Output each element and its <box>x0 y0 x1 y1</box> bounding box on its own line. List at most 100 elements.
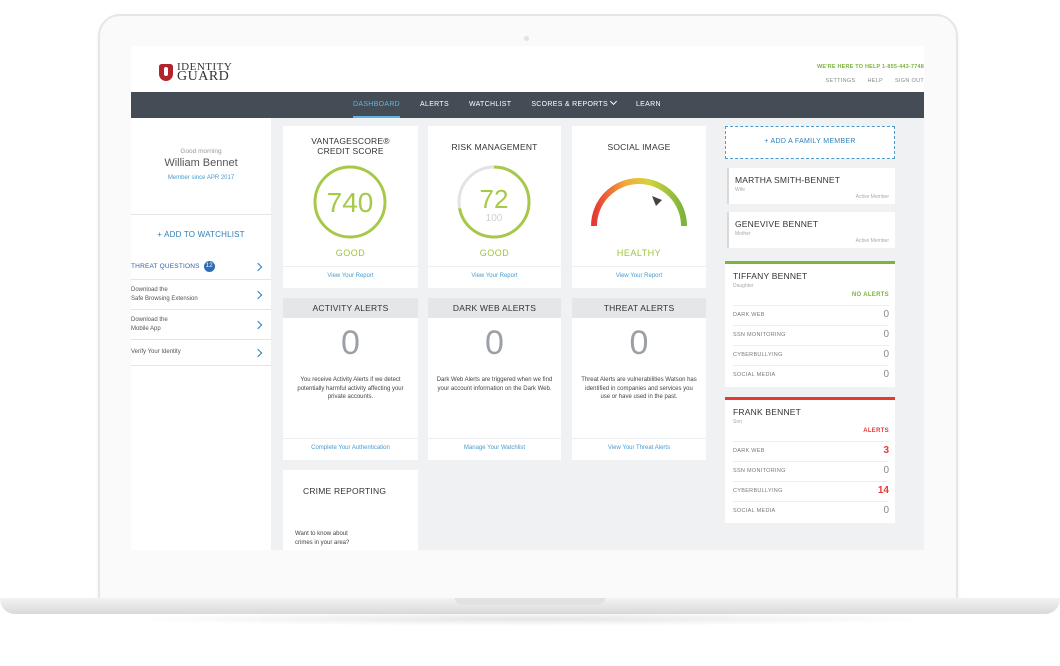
sidebar-item-line1: Download the <box>131 286 168 293</box>
nav-dashboard[interactable]: DASHBOARD <box>353 92 401 118</box>
member-name: TIFFANY BENNET <box>733 271 808 281</box>
monitor-label: SOCIAL MEDIA <box>733 508 776 514</box>
view-credit-report-link[interactable]: View Your Report <box>327 273 374 279</box>
alert-flag: ALERTS <box>863 428 889 434</box>
monitor-row: SSN MONITORING 0 <box>733 461 889 481</box>
monitor-row: DARK WEB 3 <box>733 441 889 461</box>
monitor-value: 0 <box>883 505 889 516</box>
sign-out-link[interactable]: SIGN OUT <box>895 78 924 84</box>
monitor-label: SOCIAL MEDIA <box>733 372 776 378</box>
identity-guard-logo[interactable]: IDENTITY GUARD <box>159 61 233 84</box>
card-separator <box>283 266 418 267</box>
threat-questions-label: THREAT QUESTIONS <box>131 263 200 270</box>
crime-reporting-card: CRIME REPORTING Want to know about crime… <box>283 470 418 550</box>
sidebar-item-verify-identity[interactable]: Verify Your Identity <box>131 340 271 366</box>
member-status: Active Member <box>855 238 889 244</box>
add-to-watchlist-button[interactable]: + ADD TO WATCHLIST <box>157 230 245 239</box>
monitor-row: CYBERBULLYING 14 <box>733 481 889 501</box>
card-separator <box>283 438 418 439</box>
crime-body-line2: crimes in your area? <box>295 540 350 546</box>
manage-watchlist-link[interactable]: Manage Your Watchlist <box>463 445 526 451</box>
status-bar <box>725 261 895 264</box>
complete-authentication-link[interactable]: Complete Your Authentication <box>311 445 390 451</box>
sidebar-item-threat-questions[interactable]: THREAT QUESTIONS 12 <box>131 254 271 280</box>
sidebar-divider <box>131 214 271 215</box>
view-risk-report-link[interactable]: View Your Report <box>471 273 518 279</box>
monitor-value: 0 <box>883 349 889 360</box>
top-header: IDENTITY GUARD WE'RE HERE TO HELP 1-855-… <box>131 46 924 90</box>
monitor-label: CYBERBULLYING <box>733 488 783 494</box>
settings-link[interactable]: SETTINGS <box>825 78 856 84</box>
credit-title: VANTAGESCORE® CREDIT SCORE <box>283 136 418 156</box>
help-link[interactable]: HELP <box>867 78 884 84</box>
nav-scores-reports[interactable]: SCORES & REPORTS <box>531 92 618 118</box>
monitored-member-card[interactable]: TIFFANY BENNET Daughter NO ALERTS DARK W… <box>725 261 895 387</box>
nav-watchlist[interactable]: WATCHLIST <box>468 101 512 108</box>
risk-management-card: RISK MANAGEMENT 72 100 GOOD View Your Re… <box>428 126 561 288</box>
logo-line2: GUARD <box>177 69 230 84</box>
monitor-row: CYBERBULLYING 0 <box>733 345 889 365</box>
social-image-gauge <box>591 178 687 227</box>
laptop-notch <box>455 598 605 605</box>
chevron-right-icon <box>253 262 263 271</box>
member-role: Mother <box>735 231 751 237</box>
dark-web-alerts-count: 0 <box>485 324 504 362</box>
help-phone[interactable]: WE'RE HERE TO HELP 1-855-443-7748 <box>816 64 924 70</box>
view-social-report-link[interactable]: View Your Report <box>615 273 663 279</box>
monitor-row: SSN MONITORING 0 <box>733 325 889 345</box>
gauge-arc <box>591 178 687 227</box>
monitored-member-card[interactable]: FRANK BENNET Son ALERTS DARK WEB 3 SSN MO… <box>725 397 895 523</box>
threat-alerts-title: THREAT ALERTS <box>572 298 706 318</box>
add-family-member-button[interactable]: + ADD A FAMILY MEMBER <box>725 126 895 159</box>
monitor-row: DARK WEB 0 <box>733 305 889 325</box>
dashboard-content: Good morning William Bennet Member since… <box>131 118 924 550</box>
laptop-base <box>0 598 1060 614</box>
nav-learn[interactable]: LEARN <box>635 101 661 108</box>
sidebar-item-line1: Verify Your Identity <box>131 349 181 355</box>
nav-scores-label: SCORES & REPORTS <box>531 101 608 108</box>
status-bar <box>725 397 895 400</box>
crime-body: Want to know about crimes in your area? <box>295 530 349 548</box>
member-role: Son <box>733 419 742 425</box>
family-member-card[interactable]: MARTHA SMITH-BENNET Wife Active Member <box>727 168 895 204</box>
logo-line1: IDENTITY <box>177 61 233 73</box>
threat-alerts-count: 0 <box>629 324 649 362</box>
monitor-row: SOCIAL MEDIA 0 <box>733 501 889 521</box>
member-name: MARTHA SMITH-BENNET <box>735 175 841 185</box>
credit-score-card: VANTAGESCORE® CREDIT SCORE 740 GOOD View… <box>283 126 418 288</box>
credit-status: GOOD <box>335 248 366 258</box>
card-separator <box>572 438 706 439</box>
risk-title: RISK MANAGEMENT <box>451 142 538 152</box>
risk-status: GOOD <box>479 248 510 258</box>
nav-alerts[interactable]: ALERTS <box>420 101 449 108</box>
threat-alerts-desc: Threat Alerts are vulnerabilities Watson… <box>581 377 697 400</box>
crime-body-line1: Want to know about <box>295 531 348 537</box>
credit-title-line1: VANTAGESCORE® <box>311 136 390 146</box>
monitor-row: SOCIAL MEDIA 0 <box>733 365 889 385</box>
monitor-value: 0 <box>883 369 889 380</box>
app-screen: IDENTITY GUARD WE'RE HERE TO HELP 1-855-… <box>131 46 924 550</box>
sidebar-item-mobile-app[interactable]: Download the Mobile App <box>131 310 271 340</box>
member-since[interactable]: Member since APR 2017 <box>167 175 235 181</box>
view-threat-alerts-link[interactable]: View Your Threat Alerts <box>607 445 671 451</box>
monitor-value: 0 <box>883 329 889 340</box>
sidebar-item-line2: Mobile App <box>131 325 161 332</box>
member-status: Active Member <box>855 194 889 200</box>
activity-alerts-desc: You receive Activity Alerts if we detect… <box>297 377 404 400</box>
threat-alerts-card: THREAT ALERTS 0 Threat Alerts are vulner… <box>572 298 706 460</box>
monitor-label: CYBERBULLYING <box>733 352 783 358</box>
chevron-down-icon <box>609 97 618 106</box>
camera-dot <box>524 36 529 41</box>
greeting: Good morning <box>180 148 222 155</box>
member-role: Wife <box>735 187 745 193</box>
social-title: SOCIAL IMAGE <box>607 142 671 152</box>
member-name: FRANK BENNET <box>733 407 802 417</box>
shield-icon <box>159 63 173 81</box>
sidebar-item-line2: Safe Browsing Extension <box>131 295 198 302</box>
family-member-card[interactable]: GENEVIVE BENNET Mother Active Member <box>727 212 895 248</box>
chevron-right-icon <box>253 290 263 299</box>
left-sidebar: Good morning William Bennet Member since… <box>131 118 271 550</box>
logo-text: IDENTITY GUARD <box>177 61 233 84</box>
sidebar-list: THREAT QUESTIONS 12 Download the Safe Bro… <box>131 254 271 366</box>
sidebar-item-safe-browsing[interactable]: Download the Safe Browsing Extension <box>131 280 271 310</box>
